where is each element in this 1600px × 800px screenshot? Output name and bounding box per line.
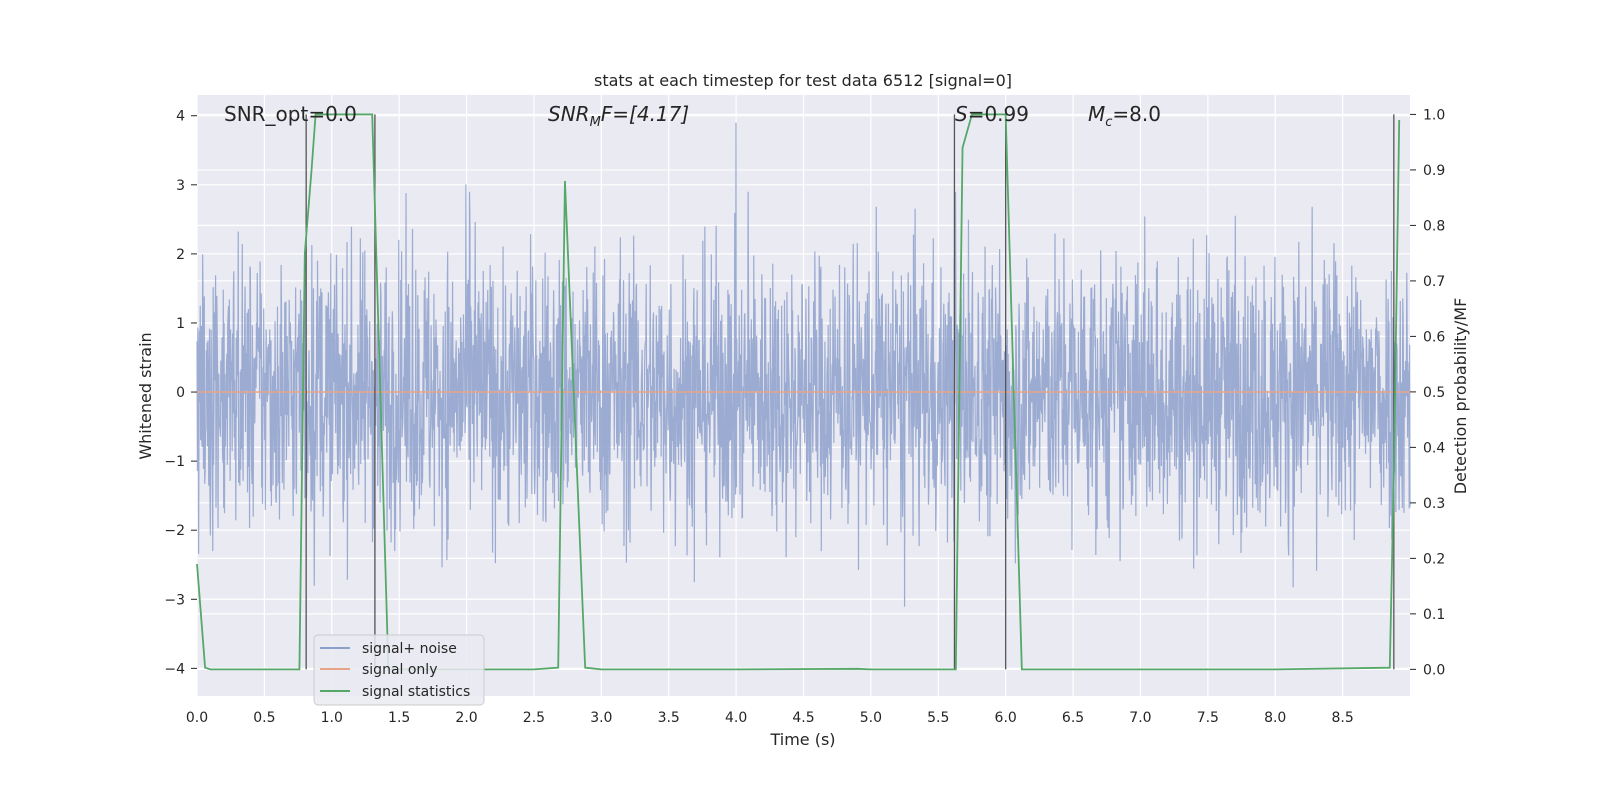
- y-axis-right-label: Detection probability/MF: [1451, 298, 1470, 495]
- y-tick-label-left-7: −3: [164, 592, 185, 608]
- x-axis-label: Time (s): [769, 730, 835, 749]
- y-tick-label-right-7: 0.3: [1423, 496, 1445, 512]
- x-tick-label-6: 3.0: [590, 710, 612, 726]
- line-signal-statistics: [196, 113, 1401, 671]
- annotation-snr-mf-sub: M: [590, 115, 601, 130]
- x-tick-label-2: 1.0: [321, 710, 343, 726]
- y-tick-label-left-5: −1: [164, 454, 185, 470]
- x-tick-label-9: 4.5: [792, 710, 814, 726]
- annotation-mc-rest: =8.0: [1112, 102, 1161, 126]
- x-tick-label-12: 6.0: [995, 710, 1017, 726]
- x-tick-label-5: 2.5: [523, 710, 545, 726]
- y-axis-left-label: Whitened strain: [136, 332, 155, 459]
- annotation-s-rest: =0.99: [968, 102, 1029, 126]
- y-tick-label-right-2: 0.8: [1423, 218, 1445, 234]
- x-tick-label-14: 7.0: [1129, 710, 1151, 726]
- x-tick-label-17: 8.5: [1331, 710, 1353, 726]
- x-tick-label-8: 4.0: [725, 710, 747, 726]
- y-axis-right-ticks: 1.0 0.9 0.8 0.7 0.6 0.5 0.4 0.3 0.2 0.1 0.0: [1410, 107, 1445, 678]
- y-tick-label-left-8: −4: [164, 661, 185, 677]
- annotation-s-italic: S: [955, 102, 968, 126]
- y-axis-left-ticks: 4 3 2 1 0 −1 −2 −3 −4: [164, 109, 197, 677]
- y-tick-label-right-0: 1.0: [1423, 107, 1445, 123]
- chart-title: stats at each timestep for test data 651…: [594, 71, 1012, 90]
- series-signal-noise: [196, 122, 1411, 607]
- legend-label-statistics: signal statistics: [362, 684, 470, 700]
- annotation-snr-mf-rest: F=[4.17]: [601, 102, 689, 126]
- y-tick-label-left-1: 3: [176, 178, 185, 194]
- x-tick-label-7: 3.5: [658, 710, 680, 726]
- annotation-mc: Mc=8.0: [1088, 102, 1161, 130]
- x-tick-label-3: 1.5: [388, 710, 410, 726]
- legend-label-signal-only: signal only: [362, 662, 437, 678]
- x-tick-label-0: 0.0: [186, 710, 208, 726]
- x-tick-label-16: 8.0: [1264, 710, 1286, 726]
- y-tick-label-left-2: 2: [176, 247, 185, 263]
- vertical-markers: [305, 114, 1395, 670]
- legend: signal+ noise signal only signal statist…: [313, 634, 485, 706]
- x-tick-label-13: 6.5: [1062, 710, 1084, 726]
- x-tick-label-10: 5.0: [860, 710, 882, 726]
- annotation-snr-mf-base: SNR: [548, 102, 590, 126]
- y-tick-label-left-4: 0: [176, 385, 185, 401]
- series-signal-statistics: [196, 113, 1401, 671]
- annotation-mc-sub: c: [1105, 115, 1112, 130]
- legend-box: [313, 634, 485, 706]
- line-signal-noise: [196, 122, 1411, 607]
- y-tick-label-right-5: 0.5: [1423, 385, 1445, 401]
- annotation-snr-opt: SNR_opt=0.0: [224, 102, 357, 126]
- y-tick-label-left-0: 4: [176, 109, 185, 125]
- x-tick-label-1: 0.5: [253, 710, 275, 726]
- y-tick-label-right-9: 0.1: [1423, 607, 1445, 623]
- x-axis-ticks: 0.0 0.5 1.0 1.5 2.0 2.5 3.0 3.5 4.0 4.5 5.0 5.5 6.0 6…: [186, 710, 1354, 726]
- y-tick-label-right-6: 0.4: [1423, 440, 1445, 456]
- x-tick-label-4: 2.0: [455, 710, 477, 726]
- y-tick-label-right-10: 0.0: [1423, 662, 1445, 678]
- y-tick-label-left-6: −2: [164, 523, 185, 539]
- legend-label-noise: signal+ noise: [362, 641, 457, 657]
- annotation-snr-mf: SNRMF=[4.17]: [548, 102, 689, 130]
- y-tick-label-right-3: 0.7: [1423, 274, 1445, 290]
- y-tick-label-right-8: 0.2: [1423, 551, 1445, 567]
- annotation-s: S=0.99: [955, 102, 1029, 126]
- x-tick-label-11: 5.5: [927, 710, 949, 726]
- x-tick-label-15: 7.5: [1197, 710, 1219, 726]
- y-tick-label-right-1: 0.9: [1423, 163, 1445, 179]
- y-tick-label-right-4: 0.6: [1423, 329, 1445, 345]
- y-tick-label-left-3: 1: [176, 316, 185, 332]
- annotation-mc-base: M: [1088, 102, 1105, 126]
